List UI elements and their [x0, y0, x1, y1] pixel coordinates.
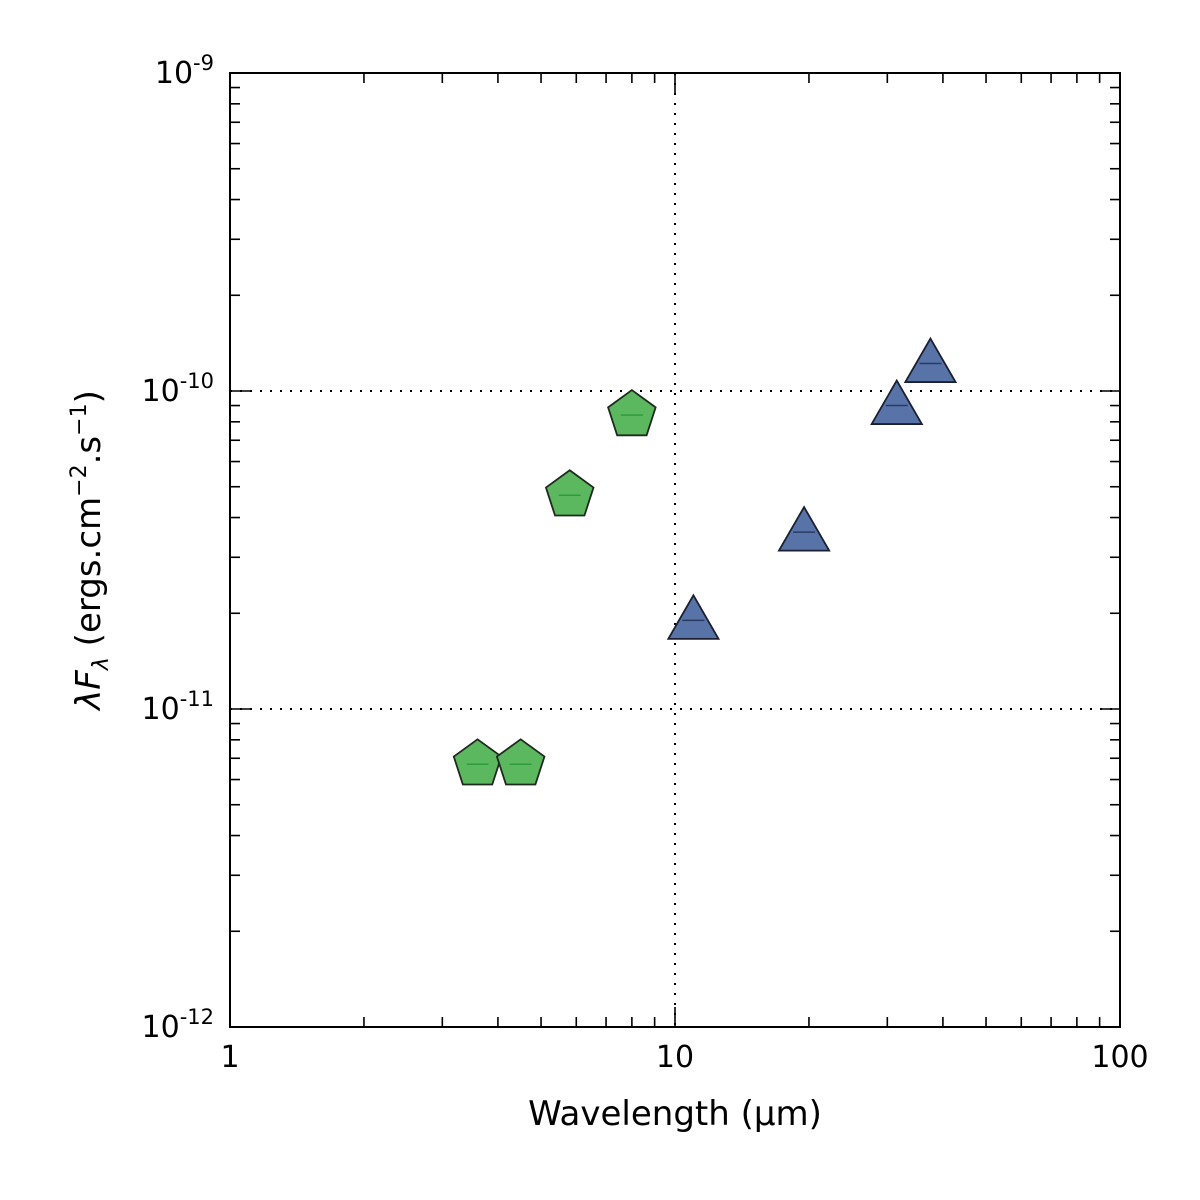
- pentagon-marker-shape: [452, 738, 503, 786]
- triangle-marker: [666, 593, 721, 640]
- y-axis-unit-close: ): [69, 390, 109, 403]
- y-axis-subscript: λ: [89, 657, 114, 671]
- grid-layer: [230, 73, 1120, 1027]
- pentagon-marker-shape: [495, 738, 546, 786]
- y-tick-label: 10-10: [142, 369, 215, 409]
- triangle-marker-shape: [870, 378, 924, 425]
- x-axis-label: Wavelength (μm): [528, 1094, 822, 1134]
- tick-layer: [230, 73, 1120, 1027]
- plot-frame: [229, 72, 1121, 1028]
- label-layer: 1 10 100 10-12 10-11 10-10 10-9: [142, 51, 1149, 1075]
- pentagon-marker: [607, 388, 657, 437]
- pentagon-marker-shape: [607, 388, 657, 437]
- y-axis-unit-mid: .s: [69, 436, 109, 465]
- y-axis-unit-open: (ergs.cm: [69, 497, 109, 657]
- pentagon-marker: [452, 738, 503, 786]
- triangle-marker-shape: [666, 593, 721, 640]
- triangle-marker: [903, 336, 958, 383]
- y-axis-unit-exp2: −1: [67, 403, 92, 435]
- triangle-marker-shape: [777, 505, 831, 552]
- x-tick-label: 10: [656, 1040, 694, 1075]
- triangle-marker-shape: [903, 336, 958, 383]
- y-tick-label: 10-9: [155, 51, 214, 91]
- x-tick-label: 100: [1091, 1040, 1148, 1075]
- pentagon-marker: [495, 738, 546, 786]
- y-tick-label: 10-11: [142, 687, 215, 727]
- y-axis-label: λFλ (ergs.cm−2.s−1): [67, 390, 114, 712]
- pentagon-marker: [544, 469, 595, 517]
- pentagon-marker-shape: [544, 469, 595, 517]
- y-axis-unit-exp1: −2: [67, 464, 92, 496]
- marker-layer: [452, 336, 958, 786]
- triangle-marker: [870, 378, 924, 425]
- y-tick-label: 10-12: [142, 1005, 215, 1045]
- y-axis-symbol: λF: [69, 670, 109, 712]
- triangle-marker: [777, 505, 831, 552]
- x-tick-label: 1: [220, 1040, 239, 1075]
